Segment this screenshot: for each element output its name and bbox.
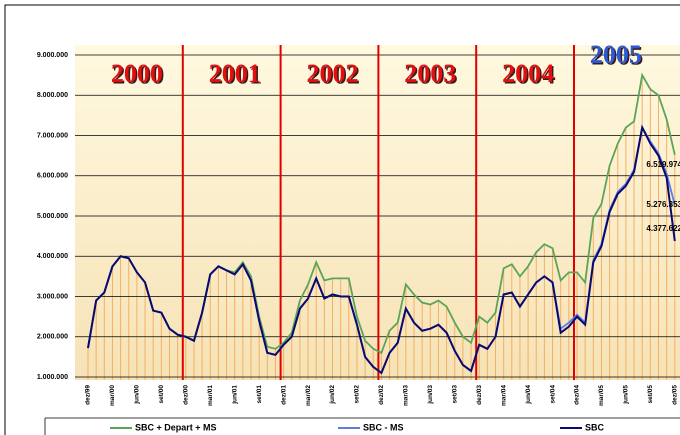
- x-tick-label: set/02: [354, 385, 361, 404]
- x-tick-label: jun/00: [134, 385, 141, 405]
- x-tick-label: dez/00: [183, 385, 190, 405]
- y-tick-label: 8.000.000: [37, 92, 68, 99]
- y-tick-label: 4.000.000: [37, 253, 68, 260]
- x-tick-label: mar/00: [109, 385, 116, 406]
- x-tick-label: set/01: [256, 385, 263, 404]
- y-tick-label: 2.000.000: [37, 334, 68, 341]
- legend-label: SBC: [585, 422, 605, 432]
- year-label: 2001: [209, 59, 261, 88]
- year-label: 2003: [404, 59, 456, 88]
- x-tick-label: dez/99: [85, 385, 92, 405]
- year-label: 2005: [590, 40, 642, 69]
- x-tick-label: set/03: [451, 385, 458, 404]
- legend-label: SBC + Depart + MS: [135, 422, 217, 432]
- x-tick-label: mar/01: [207, 385, 214, 406]
- x-tick-label: dez/05: [672, 385, 679, 405]
- year-label: 2000: [111, 59, 163, 88]
- data-label: 4.377.622: [646, 224, 680, 233]
- data-label: 6.519.974: [646, 160, 680, 169]
- x-tick-label: set/05: [647, 385, 654, 404]
- legend-label: SBC - MS: [363, 422, 404, 432]
- year-shadow: 2004: [504, 60, 556, 89]
- x-tick-label: mar/02: [305, 385, 312, 406]
- x-tick-label: mar/03: [403, 385, 410, 406]
- y-tick-label: 3.000.000: [37, 293, 68, 300]
- y-tick-label: 1.000.000: [37, 374, 68, 381]
- year-shadow: 2001: [210, 60, 262, 89]
- year-shadow: 2005: [591, 41, 643, 70]
- x-tick-label: dez/01: [280, 385, 287, 405]
- year-shadow: 2003: [406, 60, 458, 89]
- x-tick-label: set/04: [549, 385, 556, 404]
- year-label: 2002: [307, 59, 359, 88]
- x-tick-label: mar/05: [598, 385, 605, 406]
- x-tick-label: jun/05: [623, 385, 630, 405]
- x-tick-label: dez/04: [574, 385, 581, 405]
- x-tick-label: jun/04: [525, 385, 532, 405]
- x-tick-label: set/00: [158, 385, 165, 404]
- x-tick-label: jun/03: [427, 385, 434, 405]
- data-label: 5.276.353: [646, 200, 680, 209]
- x-tick-label: jun/01: [231, 385, 238, 405]
- y-tick-label: 7.000.000: [37, 132, 68, 139]
- y-tick-label: 5.000.000: [37, 213, 68, 220]
- year-label: 2004: [502, 59, 554, 88]
- x-tick-label: dez/02: [378, 385, 385, 405]
- x-tick-label: jun/02: [329, 385, 336, 405]
- x-tick-label: dez/03: [476, 385, 483, 405]
- y-tick-label: 9.000.000: [37, 52, 68, 59]
- y-tick-label: 6.000.000: [37, 173, 68, 180]
- x-tick-label: mar/04: [500, 385, 507, 406]
- year-shadow: 2002: [308, 60, 360, 89]
- year-shadow: 2000: [112, 60, 164, 89]
- series-line: [87, 124, 676, 375]
